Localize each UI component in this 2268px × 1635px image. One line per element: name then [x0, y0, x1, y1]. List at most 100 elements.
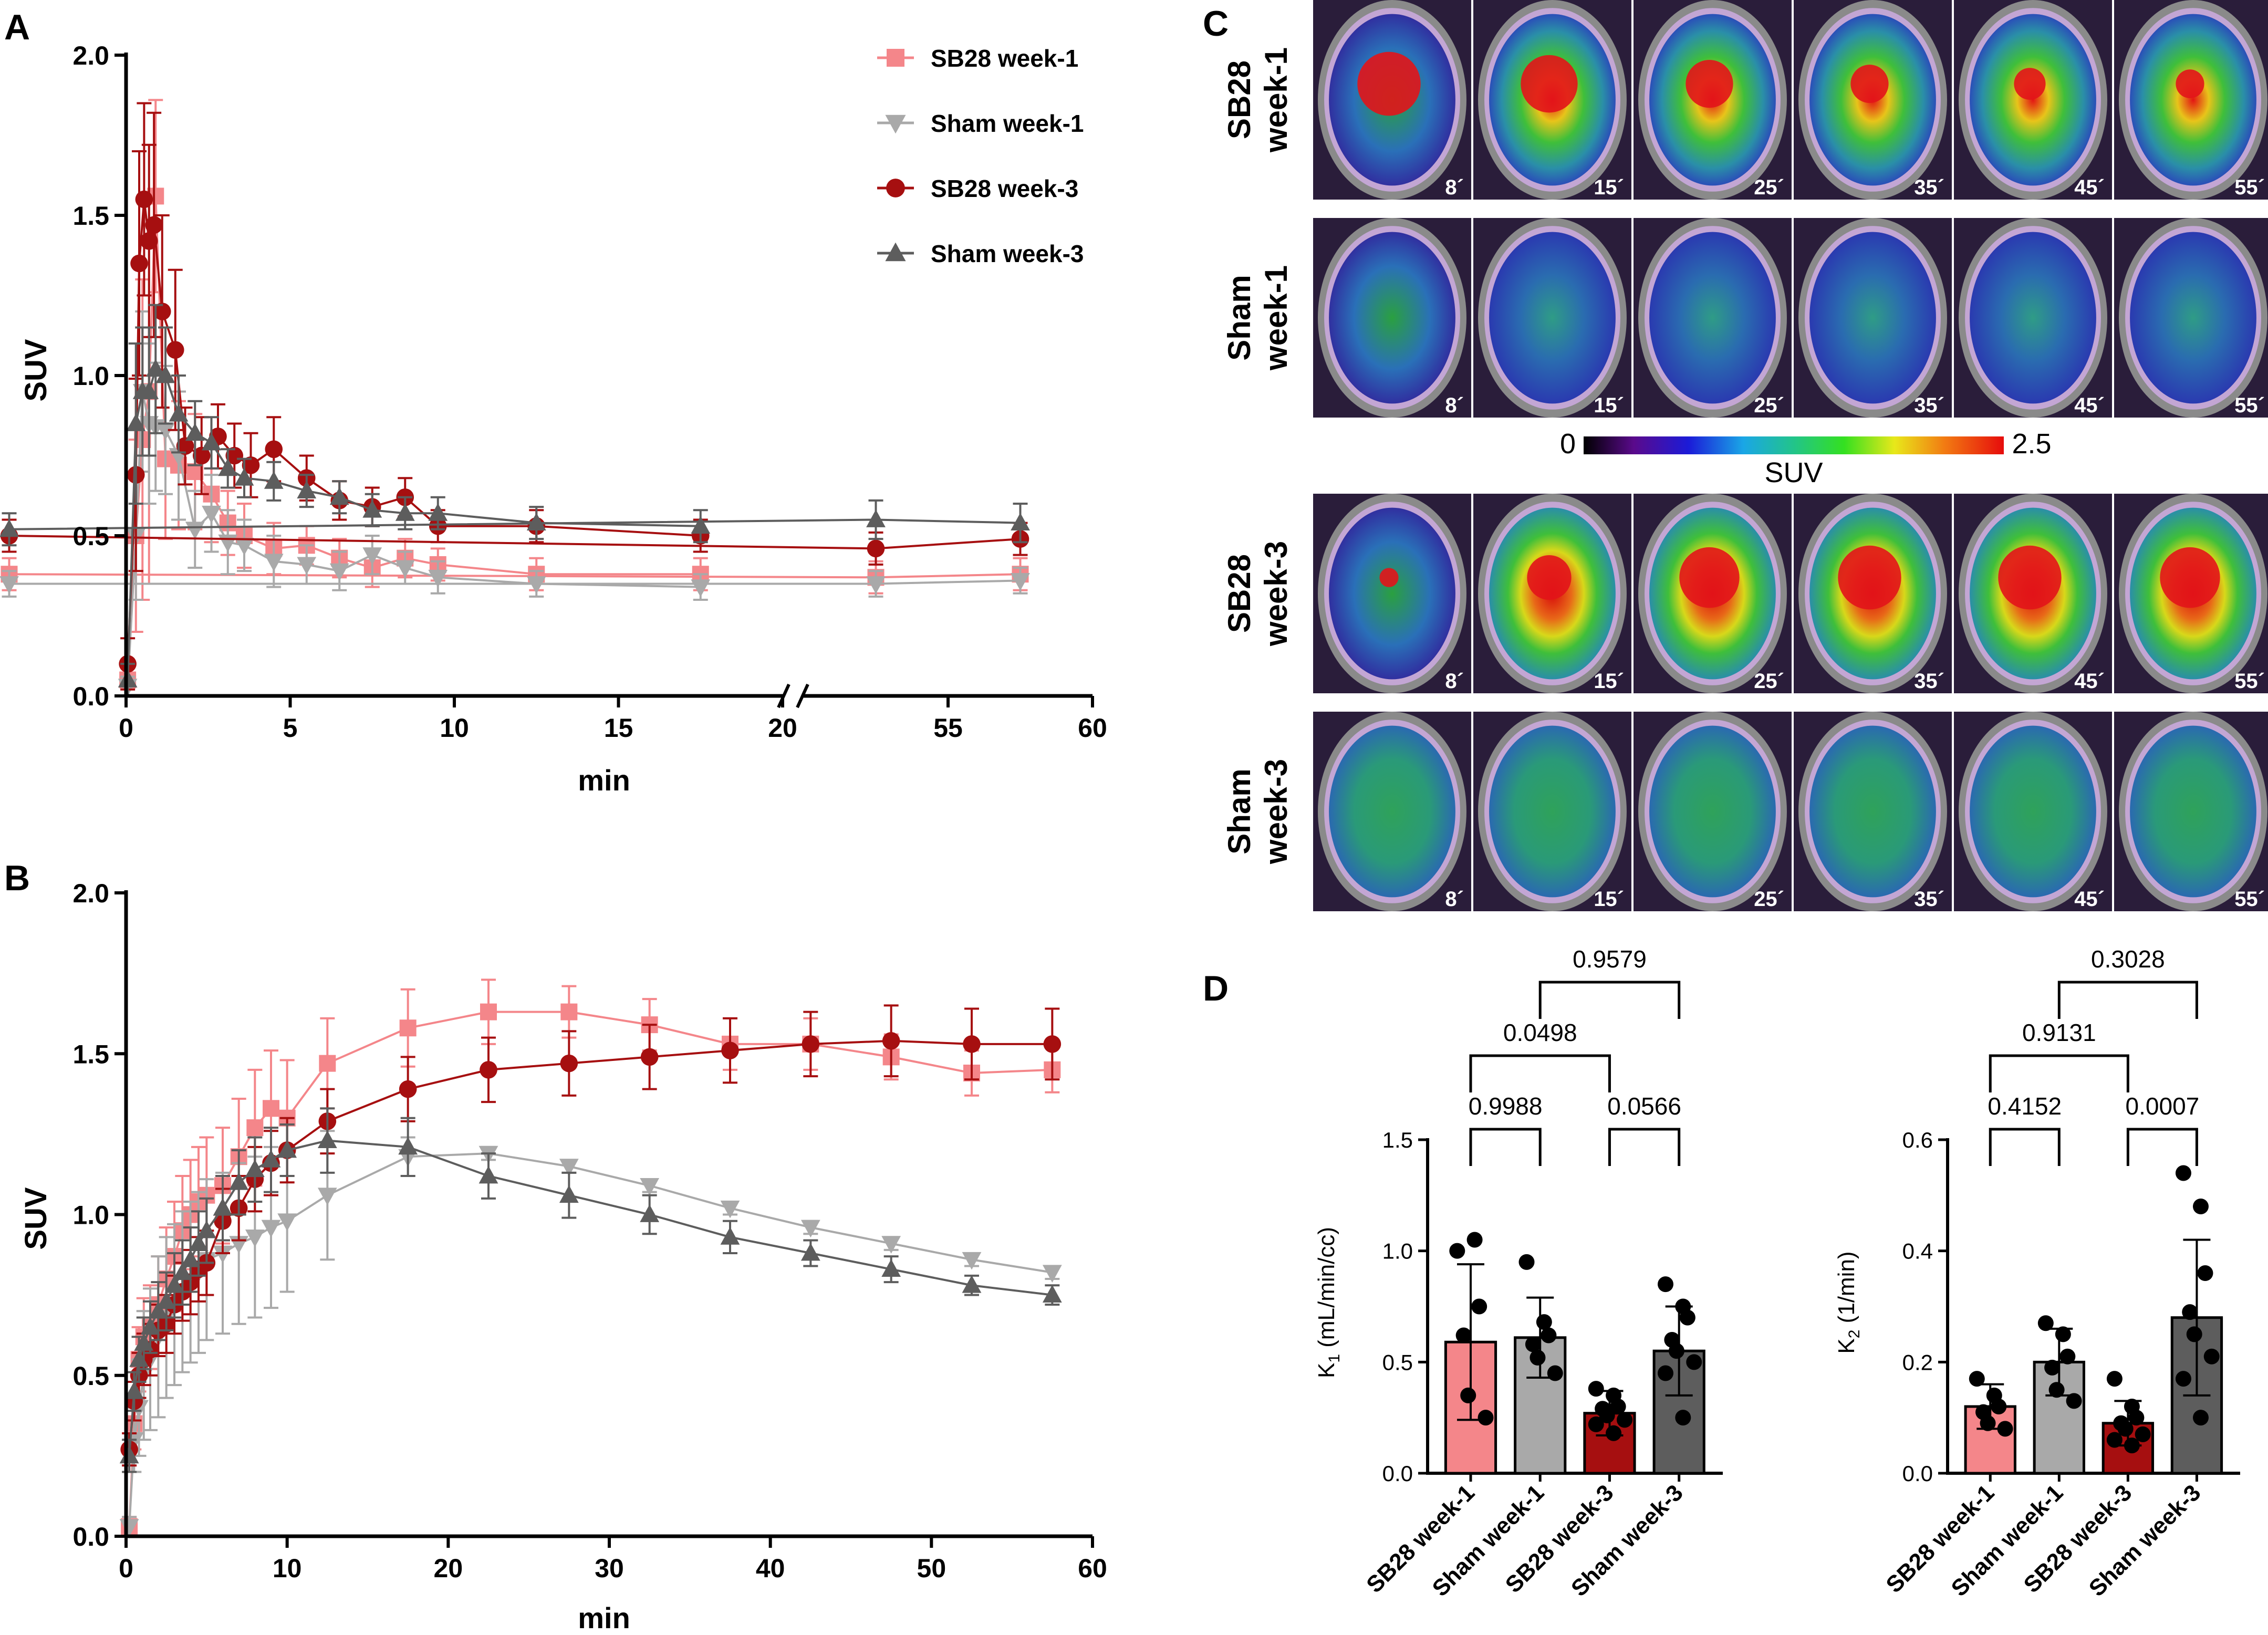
- significance-bracket: [1538, 981, 1681, 1019]
- x-tick-label: 60: [1078, 1554, 1107, 1583]
- significance-bracket: [1469, 1128, 1542, 1166]
- data-point-sb28_w3: [242, 456, 260, 474]
- sample-point: [1599, 1407, 1615, 1423]
- brain-uptake: [1809, 725, 1936, 898]
- x-tick-label: 10: [440, 713, 469, 743]
- data-point-sham_w3: [157, 1291, 176, 1309]
- data-point-sham_w3: [1011, 513, 1030, 530]
- data-point-sham_w1: [881, 1236, 901, 1254]
- data-point-sham_w1: [1042, 1265, 1062, 1283]
- data-point-sb28_w3: [176, 437, 194, 455]
- data-point-sham_w1: [691, 579, 711, 597]
- time-label: 15´: [1594, 888, 1624, 911]
- sample-point: [1471, 1298, 1487, 1315]
- sample-point: [2128, 1410, 2145, 1426]
- k1-ylabel-main: K: [1314, 1363, 1339, 1378]
- data-point-sb28_w3: [963, 1035, 981, 1053]
- significance-bracket: [1608, 1128, 1681, 1166]
- data-point-sb28_w3: [130, 254, 148, 273]
- pet-tile: 8´: [1313, 712, 1471, 911]
- colorbar-max: 2.5: [2012, 428, 2051, 460]
- data-point-sham_w3: [202, 432, 221, 451]
- p-value-label: 0.0498: [1503, 1019, 1577, 1046]
- sample-point: [2059, 1348, 2076, 1365]
- x-tick-label: 30: [595, 1554, 624, 1583]
- sample-point: [2192, 1410, 2209, 1426]
- data-point-sb28_w3: [721, 1042, 739, 1059]
- time-label: 55´: [2234, 888, 2265, 911]
- sample-point: [2197, 1265, 2213, 1281]
- data-point-sham_w1: [866, 576, 886, 594]
- panel-b-ylabel: SUV: [19, 1187, 53, 1250]
- data-point-sham_w3: [218, 458, 238, 476]
- data-point-sham_w1: [234, 537, 254, 556]
- pet-tile: 15´: [1473, 712, 1631, 911]
- data-point-sham_w1: [213, 1245, 233, 1264]
- tumor-hotspot: [1679, 547, 1740, 608]
- time-label: 45´: [2074, 176, 2105, 199]
- tumor-hotspot: [1521, 55, 1578, 113]
- x-tick-label: 0: [119, 1554, 133, 1583]
- data-point-sham_w3: [329, 487, 349, 505]
- row-label-line2: week-1: [1258, 47, 1294, 153]
- panel-letter-d: D: [1203, 968, 1229, 1008]
- data-point-sb28_w1: [319, 1055, 336, 1072]
- data-point-sham_w3: [881, 1259, 901, 1277]
- data-point-sb28_w3: [560, 1054, 578, 1072]
- pet-tile: 45´: [1954, 712, 2112, 911]
- sample-point: [2175, 1371, 2191, 1387]
- data-point-sham_w1: [962, 1252, 982, 1270]
- brain-uptake: [1970, 14, 2096, 186]
- data-point-sb28_w1: [263, 1100, 279, 1117]
- data-point-sb28_w3: [802, 1035, 820, 1053]
- data-point-sham_w3: [866, 509, 886, 527]
- sample-point: [1455, 1327, 1472, 1344]
- data-point-sham_w3: [559, 1185, 579, 1203]
- colorbar-label: SUV: [1764, 457, 1823, 488]
- p-value-label: 0.4152: [1988, 1092, 2062, 1120]
- k1-ylabel-sub: 1: [1326, 1354, 1343, 1363]
- legend-marker-sb28_w1: [887, 49, 904, 67]
- y-tick-label: 0.0: [72, 1522, 109, 1551]
- data-point-sham_w1: [317, 1188, 337, 1205]
- data-point-sham_w1: [329, 563, 349, 581]
- time-label: 8´: [1445, 670, 1464, 693]
- brain-uptake: [1329, 507, 1455, 680]
- sample-point: [2175, 1165, 2191, 1181]
- data-point-sham_w1: [395, 560, 415, 578]
- sample-point: [1518, 1254, 1535, 1270]
- data-point-sham_w1: [1011, 573, 1030, 591]
- data-point-sb28_w3: [225, 446, 244, 465]
- x-tick-label: 0: [119, 713, 133, 743]
- row-label-line1: Sham: [1222, 768, 1257, 854]
- data-point-sham_w3: [0, 519, 19, 537]
- x-tick-label: 55: [933, 713, 963, 743]
- pet-tile: 8´: [1313, 494, 1471, 693]
- pet-tile: 45´: [1954, 0, 2112, 200]
- sample-point: [1679, 1309, 1695, 1326]
- y-tick-label: 0.5: [72, 1361, 109, 1391]
- legend-label-sb28_w1: SB28 week-1: [931, 45, 1078, 72]
- tumor-hotspot: [1379, 568, 1399, 587]
- data-point-sham_w3: [185, 423, 205, 441]
- row-label-line2: week-1: [1258, 265, 1294, 371]
- y-tick-label: 0.0: [1902, 1461, 1933, 1486]
- sample-point: [1606, 1425, 1622, 1441]
- data-point-sb28_w3: [480, 1061, 497, 1079]
- data-point-sb28_w3: [265, 440, 283, 459]
- time-label: 8´: [1445, 176, 1464, 199]
- data-point-sham_w3: [428, 503, 448, 521]
- sample-point: [1668, 1343, 1684, 1359]
- panel-b-xlabel: min: [578, 1601, 630, 1634]
- suv-colorbar: 0 2.5 SUV: [1560, 428, 2052, 488]
- brain-uptake: [2130, 725, 2256, 898]
- panel-a-chart: 0.0 0.5 1.0 1.5 2.0 0 5 10 15 20 55 60 min SUV SB28…: [0, 41, 1107, 797]
- sample-point: [2203, 1348, 2220, 1365]
- sample-point: [2182, 1304, 2198, 1320]
- time-label: 15´: [1594, 176, 1624, 199]
- sample-point: [1588, 1381, 1604, 1397]
- sample-point: [1617, 1412, 1633, 1428]
- data-point-sham_w3: [229, 1172, 249, 1190]
